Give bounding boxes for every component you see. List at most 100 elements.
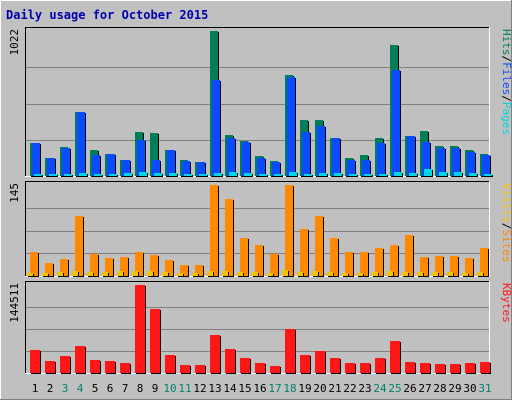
bar — [57, 272, 63, 276]
bar — [484, 174, 492, 176]
bar — [147, 271, 153, 276]
bar-visits-day-16 — [252, 272, 259, 277]
bar — [212, 80, 220, 176]
bar-pages-day-14 — [229, 172, 238, 177]
bar-pages-day-16 — [259, 174, 268, 177]
bar — [32, 143, 40, 176]
bar-files-day-14 — [227, 138, 236, 177]
bar-sites-day-23 — [360, 252, 369, 277]
x-tick-label-1: 1 — [32, 382, 39, 395]
x-tick-label-9: 9 — [152, 382, 159, 395]
bar — [360, 252, 368, 276]
bar — [469, 173, 477, 176]
legend-entry: Visits — [500, 183, 512, 223]
bar — [79, 173, 87, 176]
bar-kbytes-day-23 — [360, 363, 371, 374]
bar-visits-day-20 — [312, 271, 319, 277]
bar-kbytes-day-3 — [60, 356, 71, 374]
bar-visits-day-27 — [417, 272, 424, 277]
bar-sites-day-5 — [90, 254, 99, 277]
panel-kbytes: 144511 KBytes — [8, 281, 512, 374]
bar — [272, 162, 280, 176]
bars-hits — [30, 31, 493, 177]
bar — [480, 362, 490, 373]
bar-kbytes-day-11 — [180, 365, 191, 374]
bar-pages-day-12 — [199, 174, 208, 177]
bar-pages-day-2 — [49, 174, 58, 177]
x-tick-label-24: 24 — [373, 382, 387, 395]
legend-entry: Sites — [500, 229, 512, 262]
bar — [109, 174, 117, 176]
bar — [229, 172, 237, 176]
x-tick-label-2: 2 — [47, 382, 54, 395]
bar — [152, 160, 160, 176]
bar — [195, 265, 203, 276]
bar-pages-day-17 — [274, 174, 283, 177]
x-tick-label-21: 21 — [328, 382, 341, 395]
bar — [225, 199, 233, 276]
bar-files-day-7 — [122, 160, 131, 177]
bar-files-day-22 — [347, 160, 356, 177]
bar — [150, 133, 158, 176]
bar — [285, 329, 295, 373]
bar — [120, 363, 130, 373]
bar-files-day-5 — [92, 155, 101, 177]
bar — [169, 173, 177, 176]
bar — [267, 273, 273, 276]
bar — [252, 272, 258, 276]
bar — [454, 172, 462, 176]
bar — [432, 272, 438, 276]
bar-visits-day-18 — [282, 270, 289, 277]
bar-pages-day-11 — [184, 174, 193, 177]
bar — [105, 258, 113, 276]
bar-files-day-12 — [197, 162, 206, 177]
legend-entry: Pages — [500, 102, 512, 135]
bar-visits-day-4 — [72, 271, 79, 277]
bar-files-day-1 — [32, 143, 41, 177]
bar — [47, 158, 55, 176]
bar — [210, 185, 218, 276]
bar — [87, 272, 93, 276]
bar-visits-day-14 — [222, 271, 229, 277]
bar — [30, 252, 38, 276]
bar-kbytes-day-21 — [330, 358, 341, 374]
bar — [332, 138, 340, 176]
bar — [317, 126, 325, 176]
bar — [75, 216, 83, 276]
bar — [405, 362, 415, 373]
bar-visits-day-29 — [447, 272, 454, 277]
bar-files-day-20 — [317, 126, 326, 177]
y-max-label: 145 — [8, 183, 21, 203]
bar-files-day-16 — [257, 158, 266, 177]
bar — [162, 272, 168, 276]
bar — [422, 142, 430, 176]
bar — [64, 174, 72, 176]
bar-pages-day-5 — [94, 174, 103, 177]
bar-visits-day-2 — [42, 273, 49, 277]
bar-kbytes-day-28 — [435, 364, 446, 374]
bar-pages-day-8 — [139, 172, 148, 177]
bar — [259, 174, 267, 176]
bar — [372, 272, 378, 276]
bar — [420, 363, 430, 373]
bar-files-day-18 — [287, 77, 296, 177]
bar — [94, 174, 102, 176]
bar — [107, 154, 115, 176]
bar — [139, 172, 147, 176]
x-tick-label-25: 25 — [388, 382, 401, 395]
bar-files-day-11 — [182, 161, 191, 177]
bar-visits-day-7 — [117, 271, 124, 277]
bar — [165, 355, 175, 373]
bar-kbytes-day-29 — [450, 364, 461, 374]
x-tick-label-20: 20 — [313, 382, 326, 395]
bar — [240, 358, 250, 373]
bar-kbytes-day-14 — [225, 349, 236, 374]
bar — [387, 271, 393, 276]
legend-visits: Visits/Sites — [500, 183, 512, 263]
bar — [42, 273, 48, 276]
bar-visits-day-10 — [162, 272, 169, 277]
bar — [402, 272, 408, 276]
bar-kbytes-day-13 — [210, 335, 221, 374]
bar-sites-day-24 — [375, 248, 384, 277]
bar — [257, 158, 265, 176]
